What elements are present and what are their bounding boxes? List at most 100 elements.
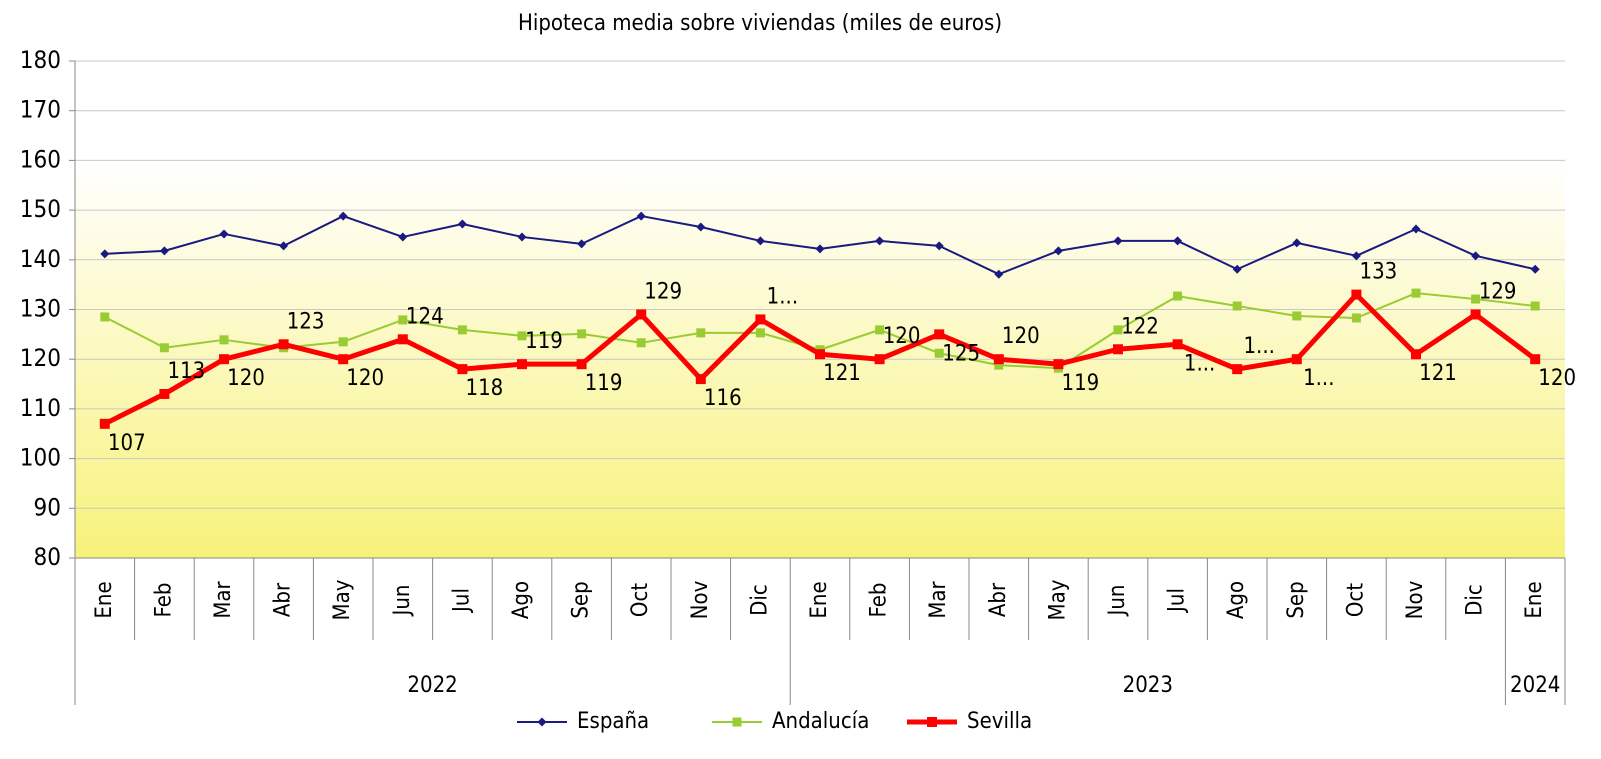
point-marker (994, 360, 1004, 370)
x-tick-label: Oct (628, 583, 653, 617)
data-label: 120 (1538, 366, 1576, 391)
point-marker (636, 309, 647, 320)
point-marker (934, 329, 945, 340)
point-marker (696, 328, 706, 338)
data-label: 119 (1062, 371, 1100, 396)
y-tick-label: 90 (34, 493, 61, 521)
point-marker (875, 236, 885, 246)
point-marker (338, 354, 349, 365)
data-label: 118 (466, 376, 504, 401)
year-label: 2023 (1123, 673, 1173, 698)
point-marker (1411, 288, 1421, 298)
point-marker (577, 329, 587, 339)
x-tick-label: Nov (1403, 580, 1428, 619)
point-marker (1291, 354, 1302, 365)
point-marker (993, 354, 1004, 365)
chart-title: Hipoteca media sobre viviendas (miles de… (518, 11, 1002, 36)
data-label: 120 (883, 324, 921, 349)
point-marker (576, 359, 587, 370)
point-marker (338, 211, 348, 221)
point-marker (1113, 325, 1123, 335)
point-marker (457, 219, 467, 229)
point-marker (1232, 364, 1243, 375)
data-label: 120 (227, 366, 265, 391)
data-label: 107 (108, 431, 146, 456)
point-marker (397, 334, 408, 345)
x-tick-label: Feb (867, 583, 892, 618)
point-marker (695, 374, 706, 385)
point-marker (1113, 344, 1123, 355)
data-label: 119 (525, 329, 563, 354)
point-marker (219, 229, 229, 239)
x-tick-label: Dic (747, 584, 772, 616)
x-tick-label: Abr (986, 582, 1011, 617)
x-tick-label: Nov (688, 580, 713, 619)
legend-label: Sevilla (967, 709, 1032, 734)
point-marker (517, 359, 527, 370)
data-label: 1... (1184, 351, 1215, 376)
data-label: 1... (1243, 334, 1274, 359)
point-marker (159, 246, 169, 256)
y-tick-label: 80 (34, 543, 61, 571)
data-label: 133 (1360, 260, 1398, 285)
point-marker (1053, 359, 1064, 370)
x-tick-label: May (1045, 579, 1070, 620)
x-tick-label: Ago (1224, 581, 1249, 619)
year-label: 2022 (407, 673, 457, 698)
point-marker (1113, 236, 1123, 246)
point-marker (457, 364, 468, 375)
x-tick-label: Mar (926, 580, 951, 618)
x-tick-label: Dic (1463, 584, 1488, 616)
point-marker (755, 314, 766, 325)
x-tick-label: Oct (1343, 583, 1368, 617)
point-marker (338, 337, 348, 347)
point-marker (100, 249, 110, 259)
legend-marker (537, 717, 547, 727)
legend-label: España (577, 709, 649, 734)
point-marker (100, 312, 110, 322)
point-marker (1530, 301, 1540, 311)
data-label: 129 (1479, 279, 1517, 304)
x-tick-label: Mar (211, 580, 236, 618)
x-tick-label: Feb (151, 583, 176, 618)
y-tick-label: 150 (20, 195, 61, 223)
data-label: 125 (942, 341, 980, 366)
data-label: 120 (346, 366, 384, 391)
x-tick-label: Jul (449, 588, 474, 614)
point-marker (1351, 251, 1361, 261)
point-marker (398, 232, 408, 242)
point-marker (1173, 291, 1183, 301)
x-tick-label: Ene (1522, 581, 1547, 618)
data-label: 121 (823, 361, 861, 386)
point-marker (934, 348, 944, 358)
point-marker (1292, 238, 1302, 248)
y-tick-label: 180 (20, 46, 61, 74)
point-marker (1351, 313, 1361, 323)
x-tick-label: Abr (271, 582, 296, 617)
point-marker (577, 239, 587, 249)
legend-marker (732, 717, 742, 727)
data-label: 1... (1303, 366, 1334, 391)
point-marker (636, 338, 646, 348)
data-label: 116 (704, 386, 742, 411)
point-marker (398, 315, 408, 325)
x-tick-label: Jun (1105, 585, 1130, 618)
point-marker (874, 354, 885, 365)
point-marker (1470, 309, 1481, 320)
x-tick-label: Ene (92, 581, 117, 618)
point-marker (1530, 264, 1540, 274)
legend-label: Andalucía (772, 709, 869, 734)
x-tick-label: Ene (807, 581, 832, 618)
point-marker (219, 354, 229, 365)
data-label: 113 (168, 359, 206, 384)
data-label: 123 (287, 309, 325, 334)
data-label: 129 (644, 279, 682, 304)
point-marker (457, 325, 467, 335)
data-label: 121 (1419, 361, 1457, 386)
point-marker (1351, 289, 1362, 300)
x-tick-label: Jul (1165, 588, 1190, 614)
point-marker (1292, 311, 1302, 321)
x-tick-label: May (330, 579, 355, 620)
data-label: 1... (767, 284, 798, 309)
